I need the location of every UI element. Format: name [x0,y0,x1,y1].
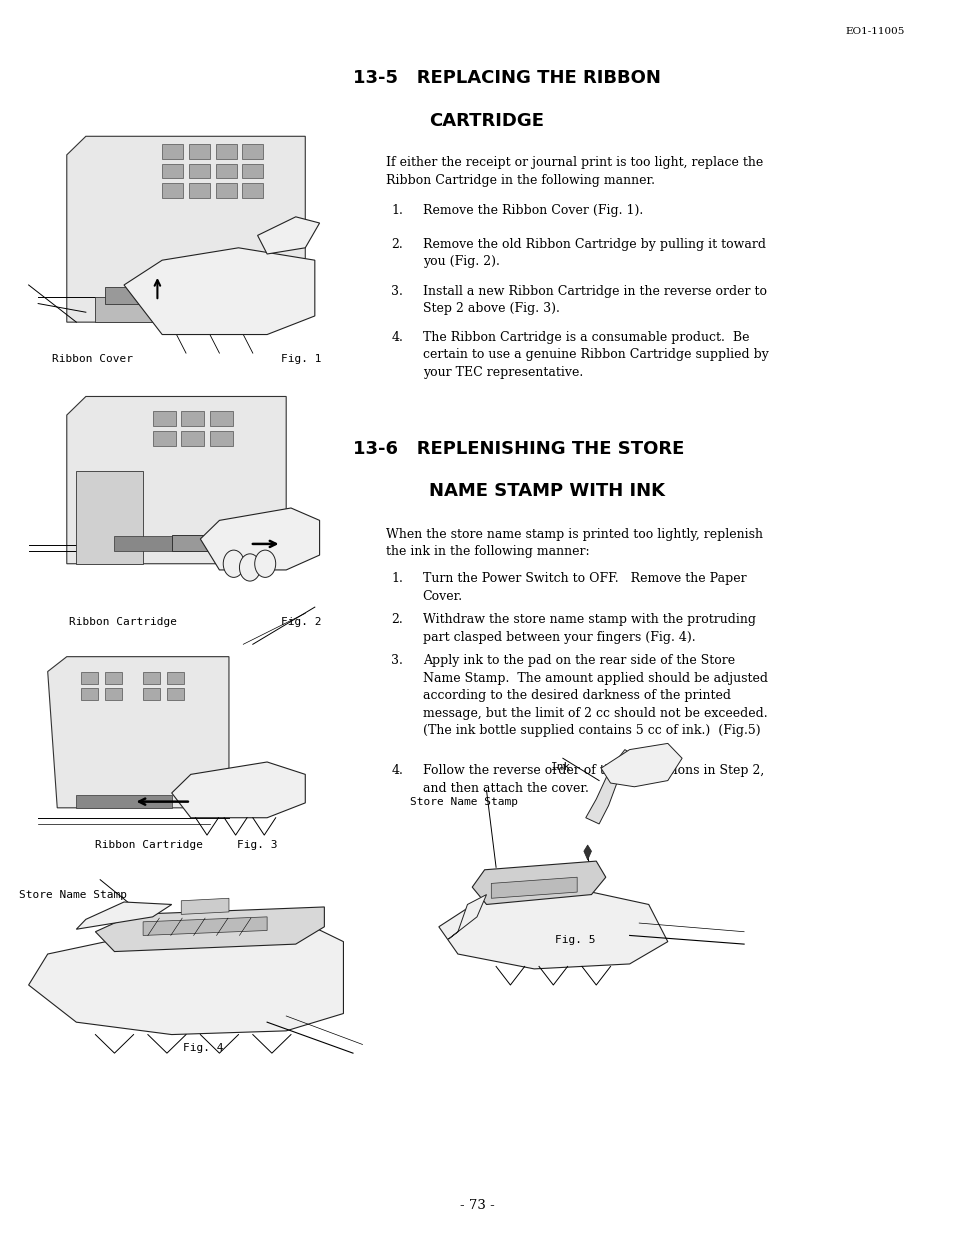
Text: Turn the Power Switch to OFF.   Remove the Paper
Cover.: Turn the Power Switch to OFF. Remove the… [422,572,745,603]
Polygon shape [189,183,210,198]
Polygon shape [81,672,98,684]
Polygon shape [167,672,184,684]
Text: 2.: 2. [391,238,402,250]
Text: 4.: 4. [391,764,402,777]
Polygon shape [242,164,263,178]
Text: Ribbon Cover: Ribbon Cover [52,354,133,364]
Polygon shape [242,183,263,198]
Text: 2.: 2. [391,613,402,626]
Polygon shape [76,471,143,564]
Polygon shape [76,795,172,808]
Polygon shape [76,902,172,929]
Text: Fig. 5: Fig. 5 [555,935,595,945]
Polygon shape [210,431,233,446]
Polygon shape [583,845,591,860]
Polygon shape [181,898,229,914]
Polygon shape [181,411,204,426]
Text: Install a new Ribbon Cartridge in the reverse order to
Step 2 above (Fig. 3).: Install a new Ribbon Cartridge in the re… [422,285,766,316]
Text: Store Name Stamp: Store Name Stamp [19,890,127,900]
Text: Fig. 1: Fig. 1 [281,354,321,364]
Polygon shape [48,657,229,808]
Polygon shape [143,917,267,935]
Text: The Ribbon Cartridge is a consumable product.  Be
certain to use a genuine Ribbo: The Ribbon Cartridge is a consumable pro… [422,331,768,379]
Polygon shape [162,164,183,178]
Text: Fig. 2: Fig. 2 [281,617,321,627]
Text: 4.: 4. [391,331,402,343]
Circle shape [223,550,244,577]
Text: Remove the old Ribbon Cartridge by pulling it toward
you (Fig. 2).: Remove the old Ribbon Cartridge by pulli… [422,238,765,269]
Polygon shape [29,923,343,1035]
Polygon shape [448,895,486,939]
Text: Apply ink to the pad on the rear side of the Store
Name Stamp.  The amount appli: Apply ink to the pad on the rear side of… [422,654,767,737]
Text: Withdraw the store name stamp with the protruding
part clasped between your fing: Withdraw the store name stamp with the p… [422,613,755,644]
Text: CARTRIDGE: CARTRIDGE [429,112,544,130]
Polygon shape [472,861,605,904]
Polygon shape [438,892,667,969]
Text: Remove the Ribbon Cover (Fig. 1).: Remove the Ribbon Cover (Fig. 1). [422,204,642,217]
Text: Ink: Ink [551,762,571,772]
Polygon shape [162,183,183,198]
Text: Ribbon Cartridge: Ribbon Cartridge [95,840,203,850]
Polygon shape [67,136,305,322]
Polygon shape [585,750,634,824]
Polygon shape [215,144,236,159]
Circle shape [254,550,275,577]
Text: 3.: 3. [391,654,402,667]
Polygon shape [242,144,263,159]
Polygon shape [215,164,236,178]
Polygon shape [152,411,175,426]
Polygon shape [124,248,314,335]
Polygon shape [491,877,577,898]
Text: Fig. 3: Fig. 3 [236,840,276,850]
Polygon shape [105,287,172,304]
Text: Ribbon Cartridge: Ribbon Cartridge [69,617,176,627]
Polygon shape [181,431,204,446]
Polygon shape [143,688,160,700]
Polygon shape [600,743,681,787]
Polygon shape [172,762,305,818]
Text: 3.: 3. [391,285,402,297]
Text: 13-6   REPLENISHING THE STORE: 13-6 REPLENISHING THE STORE [353,440,683,458]
Polygon shape [210,411,233,426]
Polygon shape [105,688,122,700]
Circle shape [239,554,260,581]
Polygon shape [143,672,160,684]
Text: Store Name Stamp: Store Name Stamp [410,797,517,807]
Text: When the store name stamp is printed too lightly, replenish
the ink in the follo: When the store name stamp is printed too… [386,528,762,559]
Text: 1.: 1. [391,204,402,217]
Text: - 73 -: - 73 - [459,1199,494,1212]
Text: Follow the reverse order of the instructions in Step 2,
and then attach the cove: Follow the reverse order of the instruct… [422,764,763,795]
Text: Fig. 4: Fig. 4 [183,1043,223,1053]
Text: 13-5   REPLACING THE RIBBON: 13-5 REPLACING THE RIBBON [353,69,660,88]
Polygon shape [172,535,248,551]
Polygon shape [257,217,319,254]
Polygon shape [200,508,319,570]
Polygon shape [189,144,210,159]
Polygon shape [95,907,324,952]
Polygon shape [189,164,210,178]
Polygon shape [162,144,183,159]
Text: If either the receipt or journal print is too light, replace the
Ribbon Cartridg: If either the receipt or journal print i… [386,156,762,187]
Polygon shape [81,688,98,700]
Polygon shape [105,672,122,684]
Polygon shape [67,396,286,564]
Polygon shape [114,536,191,551]
Polygon shape [215,183,236,198]
Text: EO1-11005: EO1-11005 [844,27,903,36]
Text: 1.: 1. [391,572,402,585]
Polygon shape [167,688,184,700]
Text: NAME STAMP WITH INK: NAME STAMP WITH INK [429,482,664,501]
Polygon shape [152,431,175,446]
Polygon shape [95,297,210,322]
